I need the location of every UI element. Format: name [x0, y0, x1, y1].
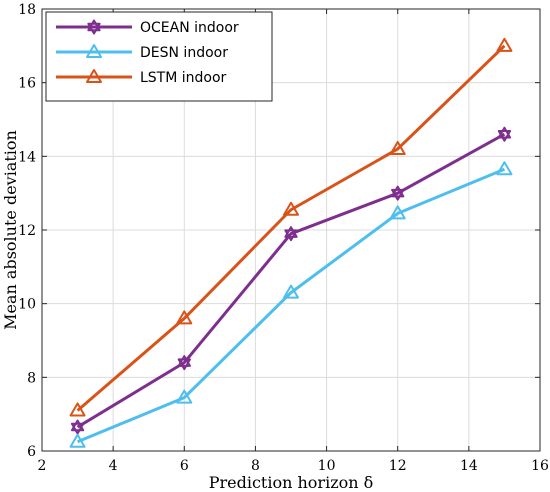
data-point-marker — [391, 185, 405, 198]
x-tick-label: 10 — [318, 458, 336, 474]
legend-label: LSTM indoor — [140, 70, 227, 86]
series-line — [76, 132, 506, 429]
data-point-marker — [283, 284, 299, 299]
data-point-marker — [69, 433, 86, 448]
x-tick-label: 14 — [460, 458, 478, 474]
series-0 — [70, 126, 512, 435]
x-tick-label: 12 — [389, 458, 407, 474]
data-point-marker — [176, 310, 193, 325]
data-point-marker — [284, 226, 298, 238]
y-tick-label: 14 — [18, 149, 36, 165]
data-point-marker — [496, 161, 513, 176]
data-point-marker — [497, 129, 512, 142]
data-point-marker — [176, 389, 193, 404]
x-tick-label: 8 — [251, 458, 260, 474]
legend: OCEAN indoor DESN indoor LSTM indoor — [45, 11, 273, 102]
axis-ticks: 2 4 6 8 10 12 14 16 6 8 10 12 14 16 18 — [18, 2, 549, 474]
legend-marker — [86, 69, 102, 83]
y-tick-label: 18 — [18, 2, 36, 18]
series-2 — [69, 37, 513, 417]
y-tick-label: 6 — [27, 444, 36, 460]
x-tick-label: 2 — [38, 458, 47, 474]
data-point-marker — [177, 358, 191, 371]
data-point-marker — [497, 126, 512, 139]
series-line — [76, 44, 506, 412]
data-point-marker — [70, 419, 85, 432]
data-point-marker — [70, 422, 85, 435]
series-layer — [69, 37, 513, 448]
data-point-marker — [389, 140, 406, 155]
y-tick-label: 12 — [18, 223, 36, 239]
data-point-marker — [283, 201, 299, 216]
data-point-marker — [284, 229, 298, 242]
y-tick-label: 8 — [27, 370, 36, 386]
y-axis-label: Mean absolute deviation — [1, 130, 20, 330]
data-point-marker — [391, 188, 405, 201]
data-point-marker — [177, 355, 191, 367]
data-point-marker — [389, 205, 406, 220]
y-tick-label: 10 — [18, 297, 36, 313]
x-tick-label: 4 — [109, 458, 118, 474]
data-point-marker — [69, 402, 86, 417]
legend-marker — [87, 19, 101, 32]
data-point-marker — [496, 37, 513, 52]
legend-label: DESN indoor — [140, 45, 228, 61]
x-axis-label: Prediction horizon δ — [209, 473, 374, 492]
legend-marker — [87, 22, 101, 35]
x-tick-label: 6 — [180, 458, 189, 474]
series-line — [76, 167, 506, 444]
legend-marker — [86, 44, 102, 58]
y-tick-label: 16 — [18, 76, 36, 92]
x-tick-label: 16 — [531, 458, 549, 474]
series-1 — [69, 161, 513, 448]
legend-label: OCEAN indoor — [140, 20, 239, 36]
